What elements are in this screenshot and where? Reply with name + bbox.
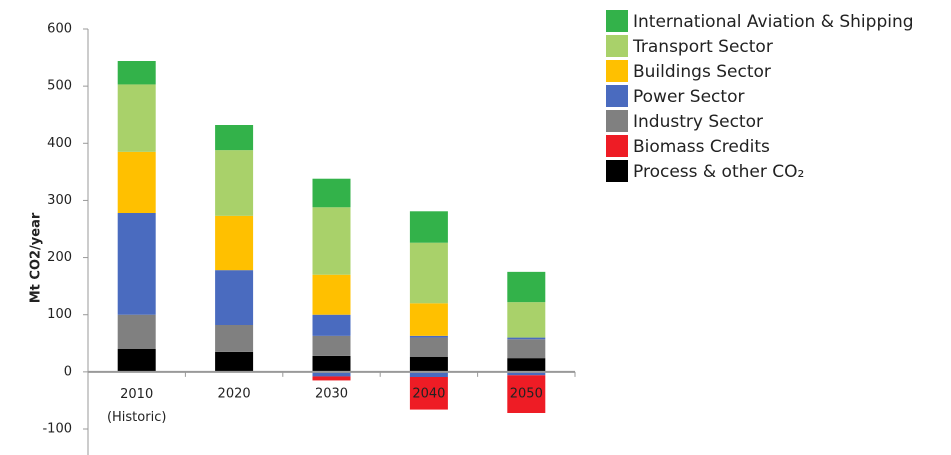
bar-segment <box>215 125 254 151</box>
legend-swatch <box>606 110 628 132</box>
legend-label: Industry Sector <box>633 112 763 132</box>
bar-segment <box>312 314 351 336</box>
bar-segment <box>117 349 156 372</box>
bar-segment <box>117 84 156 152</box>
bar-segment <box>409 357 448 372</box>
bar-segment <box>215 325 254 352</box>
legend-swatch <box>606 135 628 157</box>
bar-segment <box>312 274 351 315</box>
bar-segment <box>215 150 254 216</box>
bar-segment <box>312 376 351 381</box>
bar-segment <box>312 371 351 377</box>
legend-label: International Aviation & Shipping <box>633 12 914 32</box>
legend-swatch <box>606 160 628 182</box>
bar-segment <box>409 211 448 243</box>
bar-segment <box>409 337 448 357</box>
bar-segment <box>507 302 546 338</box>
x-tick-label: 2010 (Historic) <box>107 386 166 424</box>
legend-label: Transport Sector <box>632 37 773 57</box>
x-tick-label: 2030 <box>315 386 348 401</box>
bar-segment <box>409 242 448 304</box>
y-tick-label: 100 <box>47 307 72 322</box>
bar-segment <box>312 178 351 208</box>
bar-segment <box>507 337 546 340</box>
bar-segment <box>507 271 546 303</box>
bar-segment <box>507 339 546 359</box>
x-tick-label: 2020 <box>218 386 251 401</box>
bar-segment <box>117 314 156 349</box>
bar-segment <box>117 151 156 213</box>
bar-segment <box>117 213 156 315</box>
bar-segment <box>507 371 546 376</box>
bar-segment <box>312 335 351 356</box>
bar-segment <box>117 61 156 85</box>
bar-segment <box>215 270 254 325</box>
bar-segment <box>215 215 254 271</box>
y-tick-label: -100 <box>42 422 72 437</box>
bar-segment <box>507 375 546 413</box>
y-tick-label: 300 <box>47 193 72 208</box>
legend-label: Buildings Sector <box>633 62 771 82</box>
bar-segment <box>409 377 448 410</box>
bar-segment <box>312 355 351 372</box>
legend-swatch <box>606 60 628 82</box>
y-tick-label: 0 <box>64 364 72 379</box>
bar-segment <box>215 351 254 372</box>
y-tick-label: 600 <box>47 22 72 37</box>
legend-label: Biomass Credits <box>633 137 770 157</box>
y-tick-label: 500 <box>47 79 72 94</box>
bar-segment <box>409 303 448 336</box>
y-tick-label: 200 <box>47 250 72 265</box>
legend-label: Power Sector <box>633 87 744 107</box>
x-tick-label: 2050 <box>510 386 543 401</box>
legend-swatch <box>606 85 628 107</box>
bar-segment <box>409 335 448 338</box>
y-tick-label: 400 <box>47 136 72 151</box>
legend-label: Process & other CO₂ <box>633 162 804 182</box>
legend-swatch <box>606 35 628 57</box>
bar-segment <box>312 207 351 275</box>
y-axis-label: Mt CO2/year <box>29 212 44 303</box>
x-tick-label: 2040 <box>412 386 445 401</box>
bar-segment <box>409 371 448 377</box>
legend-swatch <box>606 10 628 32</box>
bar-segment <box>507 358 546 372</box>
